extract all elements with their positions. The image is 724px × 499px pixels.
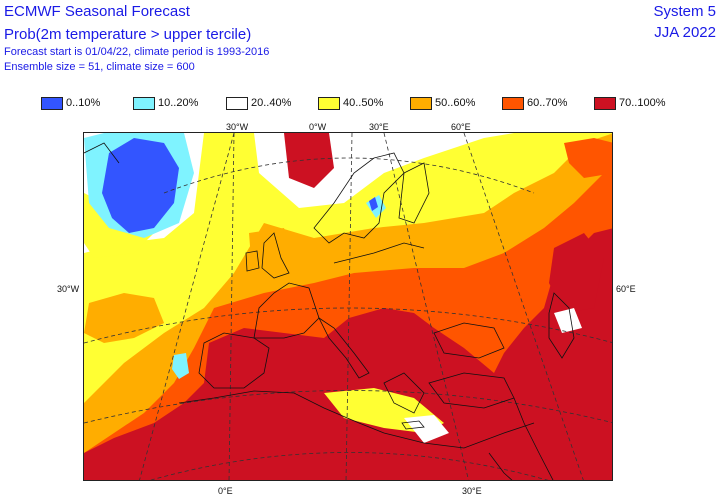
prob-region-50-60 <box>84 293 164 343</box>
legend-swatch <box>318 97 340 110</box>
lon-tick-top: 0°W <box>309 122 327 132</box>
graticule-line <box>463 133 584 480</box>
graticule-line <box>228 133 235 480</box>
legend-swatch <box>594 97 616 110</box>
legend-swatch <box>41 97 63 110</box>
coastline-black-sea <box>433 322 505 359</box>
graticule <box>84 133 612 480</box>
graticule-line <box>84 390 612 424</box>
legend-label: 60..70% <box>527 97 568 109</box>
legend-label: 0..10% <box>66 97 101 109</box>
lon-tick-right: 60°E <box>616 284 636 294</box>
ensemble-info: Ensemble size = 51, climate size = 600 <box>4 61 195 73</box>
legend-swatch <box>410 97 432 110</box>
legend-label: 70..100% <box>619 97 666 109</box>
coastline-britain <box>261 232 290 279</box>
forecast-info: Forecast start is 01/04/22, climate peri… <box>4 46 270 58</box>
graticule-line <box>149 452 549 480</box>
graticule-line <box>163 157 535 194</box>
prob-region-70-100 <box>84 228 612 480</box>
prob-region-0-10 <box>102 138 179 233</box>
prob-region-10-20 <box>172 353 189 379</box>
coastline-red-sea <box>488 452 513 480</box>
coastline-scandinavia <box>313 152 405 244</box>
coastline-greece <box>383 372 425 414</box>
coastline-crete <box>401 420 425 430</box>
legend-label: 10..20% <box>158 97 199 109</box>
legend-swatch <box>502 97 524 110</box>
legend-label: 50..60% <box>435 97 476 109</box>
probability-map <box>83 132 613 481</box>
chart-subtitle: Prob(2m temperature > upper tercile) <box>4 26 252 43</box>
graticule-line <box>345 133 353 480</box>
color-legend: 0..10% 10..20% 20..40% 40..50% 50..60% 6… <box>41 96 681 112</box>
coastlines <box>84 142 575 480</box>
coastline-iberia <box>198 332 270 389</box>
coastline-france <box>253 282 320 339</box>
coastline-baltic <box>333 242 425 264</box>
prob-region-50-60 <box>249 228 299 308</box>
prob-region-0-10 <box>369 197 378 211</box>
prob-region-70-100 <box>284 133 334 188</box>
coastline-caspian <box>548 292 575 359</box>
map-canvas <box>84 133 612 480</box>
coastline-mideast <box>513 397 554 480</box>
system-label: System 5 <box>653 3 716 20</box>
coastline-greenland <box>84 142 120 164</box>
coastline-ireland <box>245 250 260 272</box>
lon-tick-left: 30°W <box>57 284 80 294</box>
lon-tick-top: 60°E <box>451 122 471 132</box>
lon-tick-top: 30°E <box>369 122 389 132</box>
lon-tick-bottom: 0°E <box>218 486 233 496</box>
legend-label: 20..40% <box>251 97 292 109</box>
legend-label: 40..50% <box>343 97 384 109</box>
coastline-italy <box>317 316 370 379</box>
lon-tick-top: 30°W <box>226 122 249 132</box>
graticule-line <box>383 133 469 480</box>
prob-region-70-100 <box>549 233 604 313</box>
prob-region-20-40 <box>404 415 449 443</box>
graticule-line <box>139 133 235 480</box>
coastline-finland <box>398 162 430 224</box>
legend-swatch <box>226 97 248 110</box>
chart-title: ECMWF Seasonal Forecast <box>4 3 190 20</box>
legend-swatch <box>133 97 155 110</box>
coastline-north-africa <box>178 390 535 449</box>
prob-region-60-70 <box>564 138 612 178</box>
lon-tick-bottom: 30°E <box>462 486 482 496</box>
prob-region-20-40 <box>554 308 582 333</box>
season-label: JJA 2022 <box>654 24 716 41</box>
